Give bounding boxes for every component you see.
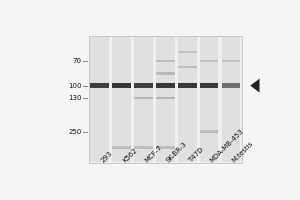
Bar <box>178 51 196 53</box>
Bar <box>200 83 218 88</box>
Bar <box>112 37 131 162</box>
Bar <box>156 60 175 62</box>
Bar <box>134 97 153 99</box>
Bar <box>222 60 240 62</box>
Bar <box>90 83 109 88</box>
Bar <box>134 146 153 149</box>
Polygon shape <box>250 79 260 93</box>
Text: 70: 70 <box>73 58 82 64</box>
Bar <box>156 83 175 88</box>
Bar <box>222 37 240 162</box>
Bar <box>178 37 196 162</box>
Bar <box>89 36 242 163</box>
Bar <box>156 97 175 99</box>
Bar <box>134 83 153 88</box>
Text: MCF-7: MCF-7 <box>143 145 163 164</box>
Bar <box>112 83 131 88</box>
Bar <box>156 146 175 149</box>
Bar <box>156 72 175 75</box>
Bar <box>112 146 131 149</box>
Text: 250: 250 <box>68 129 82 135</box>
Bar <box>178 66 196 68</box>
Text: K562: K562 <box>122 147 138 164</box>
Bar <box>222 83 240 88</box>
Text: T47D: T47D <box>187 147 205 164</box>
Text: 100: 100 <box>68 83 82 89</box>
Bar <box>134 37 153 162</box>
Text: 293: 293 <box>100 150 113 164</box>
Text: 130: 130 <box>68 95 82 101</box>
Bar <box>200 60 218 62</box>
Bar <box>90 37 109 162</box>
Bar <box>200 130 218 133</box>
Bar <box>178 83 196 88</box>
Bar <box>200 37 218 162</box>
Text: M.testis: M.testis <box>231 141 255 164</box>
Text: SK-BR-3: SK-BR-3 <box>165 141 188 164</box>
Bar <box>156 37 175 162</box>
Text: MDA-MB-453: MDA-MB-453 <box>209 128 245 164</box>
